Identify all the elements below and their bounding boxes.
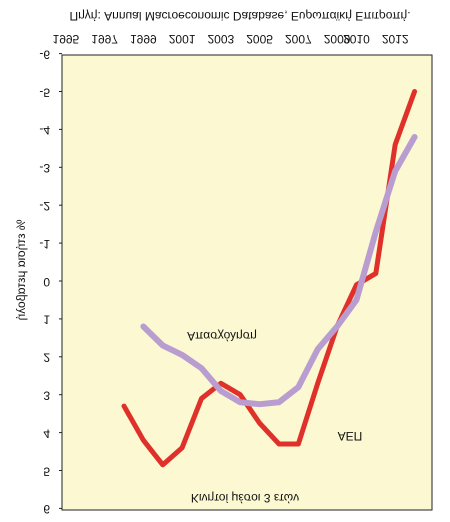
line	[121, 89, 418, 468]
y-tick-label: -5	[39, 85, 50, 99]
y-tick-label: 6	[43, 502, 50, 516]
subtitle: Κινητοί μέσοι 3 ετών	[191, 491, 299, 505]
y-tick-label: -4	[39, 123, 50, 137]
y-axis-title: % ετήσια μεταβολή	[14, 220, 28, 321]
x-tick-label: 1995	[53, 32, 80, 46]
y-tick-label: 0	[43, 275, 50, 289]
x-tick-label: 2003	[207, 32, 234, 46]
plot-area	[61, 54, 433, 511]
y-tick-label: -3	[39, 161, 50, 175]
x-tick-label: 1997	[91, 32, 118, 46]
y-tick-label: 2	[43, 351, 50, 365]
x-tick-label: 2012	[382, 32, 409, 46]
x-tick-label: 2009	[324, 32, 351, 46]
x-tick-label: 1999	[130, 32, 157, 46]
y-tick-label: 5	[43, 464, 50, 478]
y-tick-label: -2	[39, 199, 50, 213]
series-label: Απασχόληση	[187, 329, 257, 343]
x-tick-label: 2010	[343, 32, 370, 46]
y-tick-label: 4	[43, 426, 50, 440]
series-label: ΑΕΠ	[338, 429, 363, 443]
y-tick-label: -1	[39, 237, 50, 251]
x-tick-label: 2001	[169, 32, 196, 46]
y-tick-label: 3	[43, 389, 50, 403]
x-tick-label: 2007	[285, 32, 312, 46]
source: Πηγή: Annual Macroeconomic Database, Ευρ…	[69, 9, 410, 23]
line	[140, 133, 418, 408]
x-tick-label: 2005	[246, 32, 273, 46]
y-tick-label: 1	[43, 313, 50, 327]
y-tick-label: -6	[39, 47, 50, 61]
